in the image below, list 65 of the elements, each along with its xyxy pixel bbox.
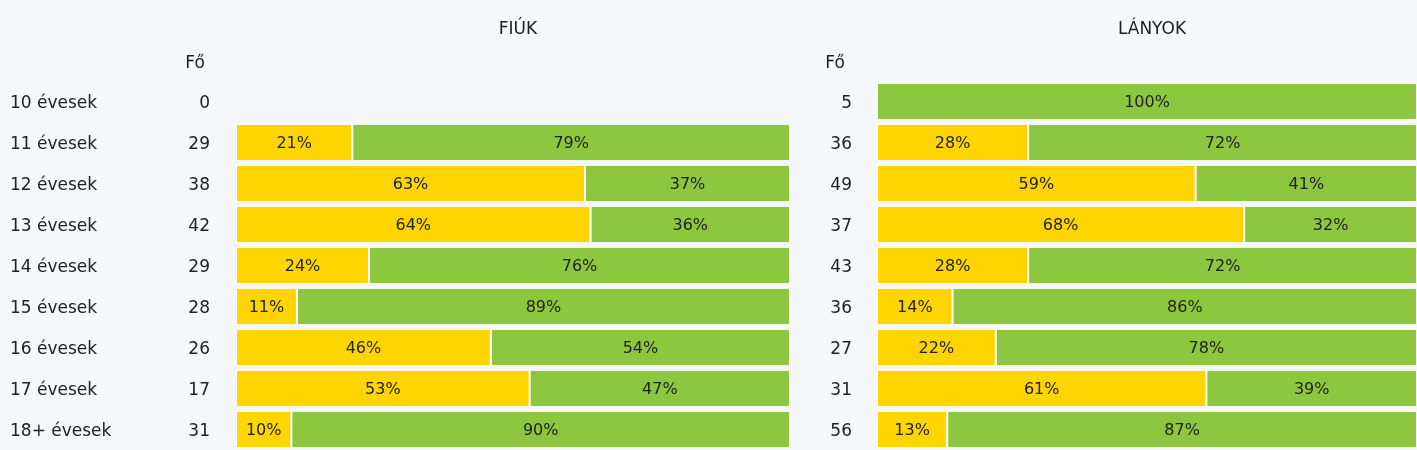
chart-title: FIÚK [498, 16, 539, 38]
y-tick-label: 15 évesek [10, 296, 98, 317]
data-label: 61% [1023, 379, 1060, 398]
data-label: 87% [1164, 420, 1200, 439]
data-label: 89% [525, 297, 562, 316]
y-tick-label: 18+ évesek [10, 419, 112, 440]
text: 0 [199, 91, 210, 112]
data-label: 68% [1042, 215, 1079, 234]
data-label: 10% [245, 420, 282, 439]
y-tick-label: 37 [830, 214, 852, 235]
y-tick-label: 17 évesek [10, 378, 98, 399]
y-tick-label: 36 [830, 296, 852, 317]
text: 29 [188, 132, 210, 153]
text: 42 [188, 214, 210, 235]
data-label: 13% [894, 420, 930, 439]
y-tick-label: 11 évesek [10, 132, 98, 153]
bar [877, 82, 1417, 121]
data-label: 24% [284, 256, 321, 275]
data-label: 14% [897, 297, 933, 316]
data-label: 72% [1204, 256, 1241, 275]
data-label: 21% [276, 133, 312, 152]
y-axis-title: Fő [185, 52, 205, 72]
data-label: 78% [1188, 338, 1225, 357]
data-label: 72% [1204, 133, 1241, 152]
data-label: 59% [1018, 174, 1055, 193]
data-label: 11% [248, 297, 285, 316]
data-label: 28% [934, 256, 971, 275]
text: 38 [188, 173, 210, 194]
y-tick-label: 49 [830, 173, 852, 194]
text: 28 [188, 296, 210, 317]
data-label: 36% [672, 215, 709, 234]
text: 17 [188, 378, 210, 399]
data-label: 64% [395, 215, 432, 234]
data-label: 54% [622, 338, 659, 357]
y-axis-title: Fő [825, 52, 845, 72]
y-tick-label: 12 évesek [10, 173, 98, 194]
chart-title: LÁNYOK [1117, 16, 1187, 38]
text: 29 [188, 255, 210, 276]
data-label: 76% [561, 256, 598, 275]
data-label: 22% [918, 338, 955, 357]
y-tick-label: 14 évesek [10, 255, 98, 276]
y-tick-label: 43 [830, 255, 852, 276]
y-tick-label: 5 [841, 91, 852, 112]
data-label: 86% [1167, 297, 1203, 316]
data-label: 90% [522, 420, 559, 439]
y-tick-label: 31 [830, 378, 852, 399]
data-label: 79% [553, 133, 589, 152]
data-label: 63% [392, 174, 429, 193]
y-tick-label: 10 évesek [10, 91, 98, 112]
y-tick-label: 56 [830, 419, 852, 440]
y-tick-label: 27 [830, 337, 852, 358]
data-label: 39% [1293, 379, 1330, 398]
data-label: 46% [345, 338, 382, 357]
text: 26 [188, 337, 210, 358]
data-label: 100% [1124, 92, 1170, 111]
data-label: 28% [934, 133, 971, 152]
data-label: 37% [669, 174, 706, 193]
data-label: 47% [642, 379, 678, 398]
y-tick-label: 16 évesek [10, 337, 98, 358]
data-label: 32% [1312, 215, 1349, 234]
y-tick-label: 13 évesek [10, 214, 98, 235]
text: 31 [188, 419, 210, 440]
y-tick-label: 36 [830, 132, 852, 153]
data-label: 53% [365, 379, 401, 398]
data-label: 41% [1288, 174, 1325, 193]
